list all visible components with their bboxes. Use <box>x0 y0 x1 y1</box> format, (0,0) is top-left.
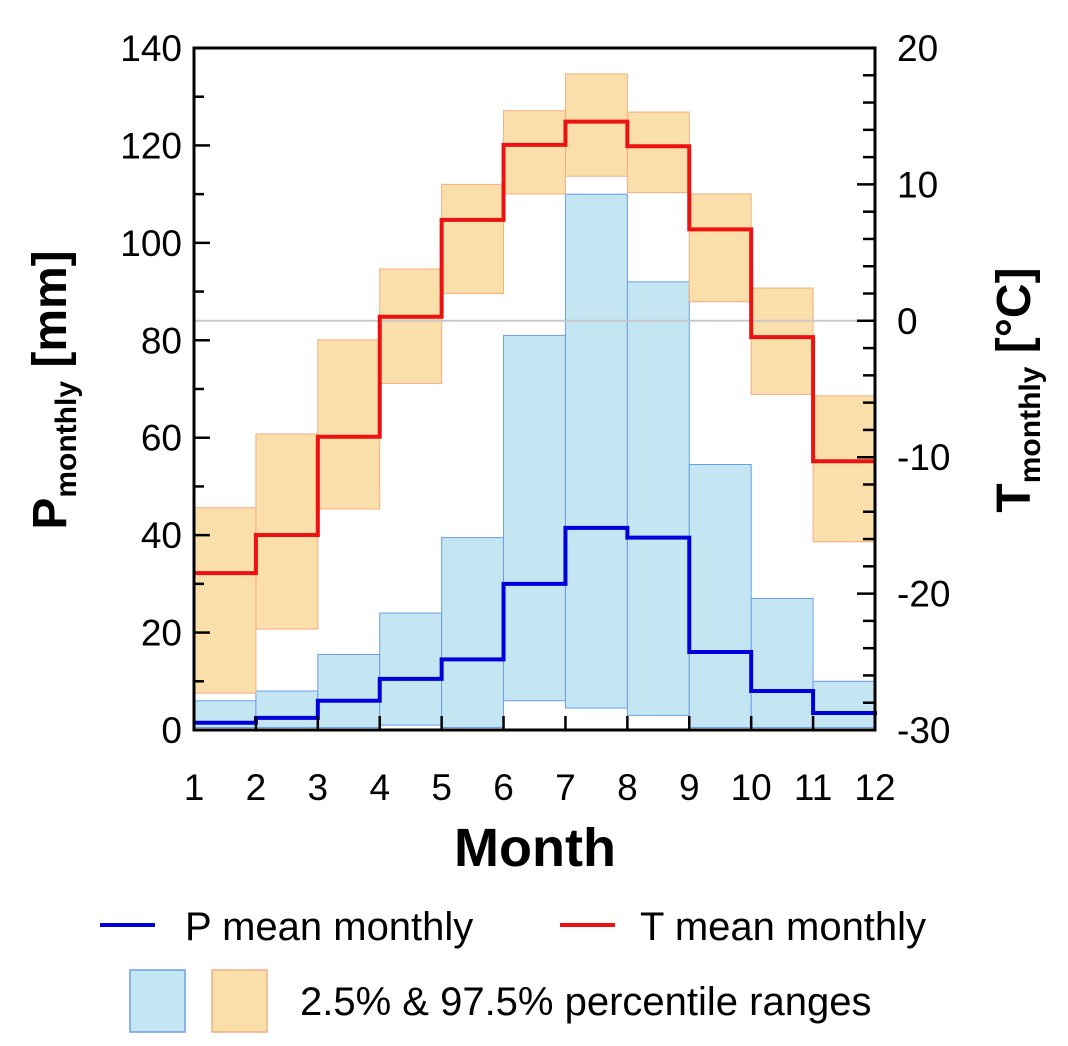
band-t-month-1 <box>193 507 257 694</box>
band-t-month-2 <box>255 433 319 630</box>
band-t-month-11 <box>812 395 876 543</box>
right-axis-title-sub: monthly <box>1014 366 1047 483</box>
left-tick-label-20: 20 <box>141 613 182 654</box>
right-axis-title: Tmonthly [°C] <box>988 267 1047 512</box>
axis-ticks <box>192 46 877 732</box>
band-p-month-8 <box>626 281 690 716</box>
x-axis-title: Month <box>454 818 616 878</box>
svg-text:Tmonthly [°C]: Tmonthly [°C] <box>988 267 1047 512</box>
x-tick-label-3: 3 <box>308 767 329 808</box>
left-axis-title: Pmonthly [mm] <box>24 250 83 529</box>
mean-lines <box>194 119 877 725</box>
band-t-month-4 <box>379 268 443 385</box>
left-tick-label-40: 40 <box>141 515 182 556</box>
band-p-month-4 <box>379 612 443 726</box>
right-tick-label--10: -10 <box>897 437 950 478</box>
right-axis-title-unit: [°C] <box>988 267 1041 366</box>
band-t-month-6 <box>503 110 566 195</box>
percentile-bands <box>193 73 876 729</box>
x-tick-label-8: 8 <box>617 767 638 808</box>
x-tick-label-7: 7 <box>555 767 576 808</box>
legend-label-p-mean: P mean monthly <box>185 905 473 949</box>
left-axis-title-unit: [mm] <box>24 250 77 381</box>
x-tick-label-11: 11 <box>794 767 832 808</box>
legend-label-t-mean: T mean monthly <box>640 905 926 949</box>
band-p-month-5 <box>441 537 505 729</box>
band-p-month-3 <box>317 653 381 729</box>
legend-swatch-t-range <box>211 969 268 1033</box>
left-tick-label-80: 80 <box>141 320 182 361</box>
right-tick-label--30: -30 <box>897 710 950 751</box>
x-tick-label-2: 2 <box>246 767 267 808</box>
left-tick-label-100: 100 <box>120 223 182 264</box>
band-p-month-6 <box>503 334 566 702</box>
x-tick-label-9: 9 <box>679 767 700 808</box>
band-p-month-7 <box>564 193 628 709</box>
right-tick-label-20: 20 <box>897 28 938 69</box>
right-tick-label--20: -20 <box>897 574 950 615</box>
left-tick-label-60: 60 <box>141 418 182 459</box>
svg-text:Pmonthly [mm]: Pmonthly [mm] <box>24 250 83 529</box>
band-t-month-3 <box>317 339 381 510</box>
band-t-month-7 <box>564 73 628 177</box>
band-p-month-2 <box>255 690 319 729</box>
x-tick-label-10: 10 <box>731 767 772 808</box>
band-t-month-10 <box>750 287 814 395</box>
band-p-month-11 <box>812 680 876 729</box>
left-axis-title-main: P <box>24 498 77 530</box>
band-t-month-5 <box>441 183 505 295</box>
left-tick-label-120: 120 <box>120 125 182 166</box>
left-tick-label-0: 0 <box>161 710 182 751</box>
band-t-month-8 <box>626 111 690 194</box>
x-tick-label-1: 1 <box>184 767 205 808</box>
right-tick-label-10: 10 <box>897 164 938 205</box>
series-line-t-mean <box>194 119 875 576</box>
right-axis-title-main: T <box>988 483 1041 512</box>
legend-label-percentile-ranges: 2.5% & 97.5% percentile ranges <box>300 980 871 1024</box>
x-tick-label-5: 5 <box>431 767 452 808</box>
band-t-month-9 <box>688 193 752 303</box>
series-line-p-mean <box>194 525 877 725</box>
band-p-month-9 <box>688 464 752 729</box>
legend: P mean monthly T mean monthly 2.5% & 97.… <box>100 905 926 1033</box>
x-tick-label-12: 12 <box>854 767 895 808</box>
x-tick-label-6: 6 <box>493 767 514 808</box>
x-tick-label-4: 4 <box>369 767 390 808</box>
left-axis-title-sub: monthly <box>50 381 83 498</box>
right-tick-label-0: 0 <box>897 301 918 342</box>
left-tick-label-140: 140 <box>120 28 182 69</box>
legend-swatch-p-range <box>129 969 186 1033</box>
band-p-month-10 <box>750 597 814 729</box>
